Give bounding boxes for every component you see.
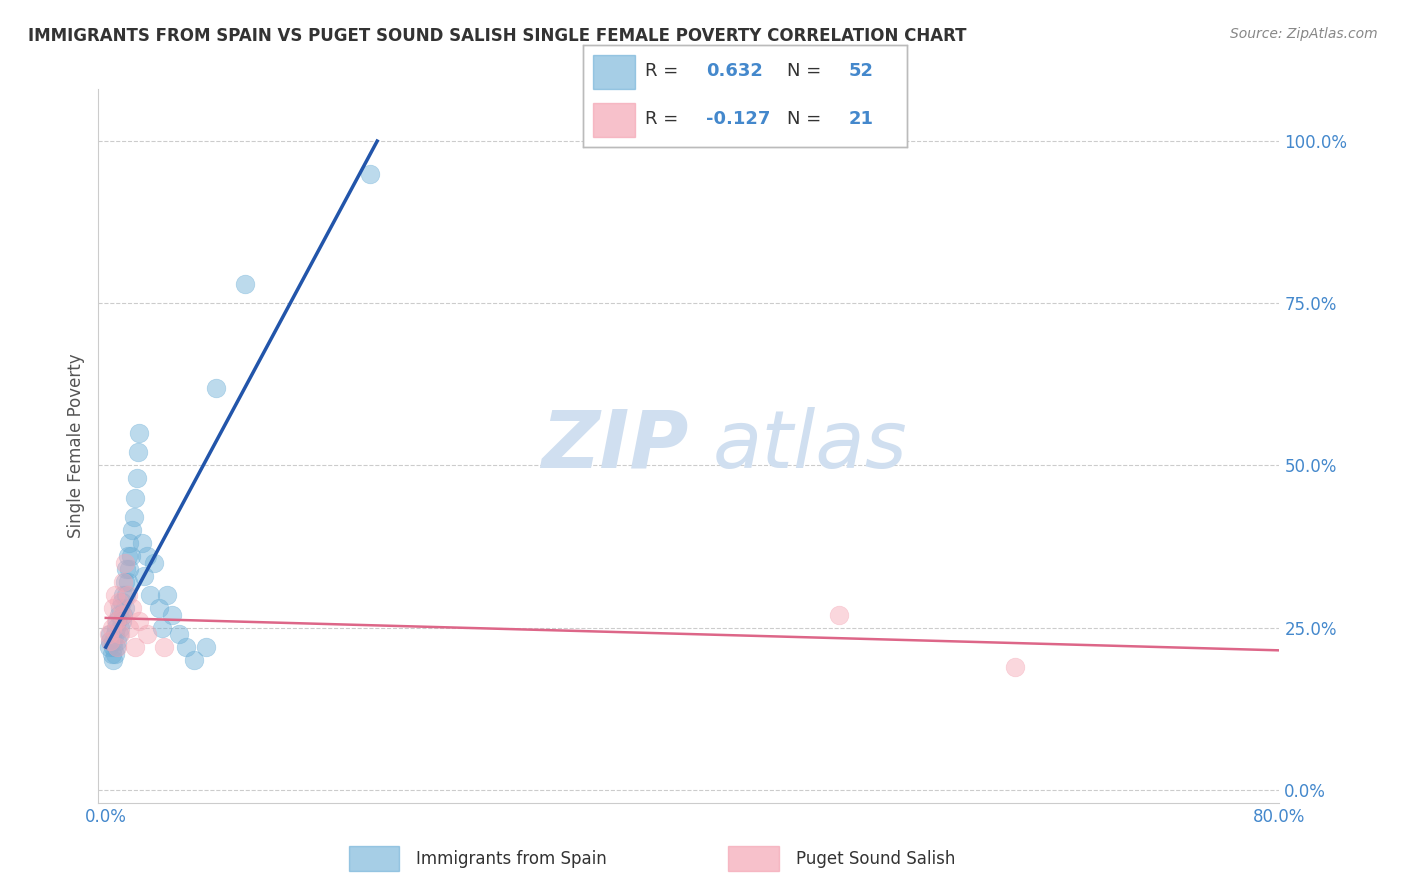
Point: [105, 614, 128, 628]
Point: [127, 445, 149, 459]
Point: [359, 167, 381, 181]
Point: [98, 633, 121, 648]
Point: [122, 510, 145, 524]
Point: [108, 607, 131, 622]
Text: Source: ZipAtlas.com: Source: ZipAtlas.com: [1230, 27, 1378, 41]
Point: [167, 627, 190, 641]
Point: [131, 536, 153, 550]
Point: [124, 491, 146, 505]
Point: [204, 381, 226, 395]
Text: Immigrants from Spain: Immigrants from Spain: [416, 849, 607, 868]
Point: [98, 627, 121, 641]
Point: [139, 588, 162, 602]
Point: [100, 621, 122, 635]
Point: [101, 601, 124, 615]
Point: [115, 562, 138, 576]
Point: [107, 633, 129, 648]
Text: N =: N =: [787, 62, 827, 80]
Point: [114, 575, 136, 590]
Point: [194, 640, 217, 654]
Point: [233, 277, 256, 291]
Text: R =: R =: [645, 111, 683, 128]
Text: R =: R =: [645, 62, 683, 80]
Point: [114, 556, 136, 570]
Point: [103, 647, 125, 661]
Point: [105, 621, 128, 635]
Text: 21: 21: [849, 111, 873, 128]
Point: [112, 607, 135, 622]
Point: [121, 524, 143, 538]
Point: [128, 614, 150, 628]
Point: [132, 568, 155, 582]
Point: [128, 425, 150, 440]
Point: [176, 640, 198, 654]
Point: [108, 595, 131, 609]
Text: 52: 52: [849, 62, 873, 80]
Point: [160, 607, 183, 622]
Point: [110, 601, 132, 615]
FancyBboxPatch shape: [593, 55, 636, 88]
Point: [150, 621, 173, 635]
Text: ZIP: ZIP: [541, 407, 689, 485]
Point: [105, 640, 128, 654]
Point: [135, 549, 157, 564]
Point: [100, 647, 122, 661]
Point: [111, 607, 134, 622]
Text: atlas: atlas: [713, 407, 907, 485]
Point: [148, 601, 170, 615]
Point: [183, 653, 205, 667]
FancyBboxPatch shape: [593, 103, 636, 137]
Text: IMMIGRANTS FROM SPAIN VS PUGET SOUND SALISH SINGLE FEMALE POVERTY CORRELATION CH: IMMIGRANTS FROM SPAIN VS PUGET SOUND SAL…: [28, 27, 966, 45]
Point: [97, 640, 120, 654]
Text: 0.632: 0.632: [706, 62, 763, 80]
Point: [114, 601, 136, 615]
Point: [120, 549, 142, 564]
FancyBboxPatch shape: [349, 847, 399, 871]
Point: [143, 556, 166, 570]
Point: [124, 640, 146, 654]
Point: [117, 588, 139, 602]
Point: [112, 588, 135, 602]
Point: [1004, 659, 1026, 673]
Point: [125, 471, 148, 485]
Point: [107, 640, 129, 654]
Text: Puget Sound Salish: Puget Sound Salish: [796, 849, 955, 868]
Y-axis label: Single Female Poverty: Single Female Poverty: [66, 354, 84, 538]
Point: [117, 575, 139, 590]
Point: [112, 575, 135, 590]
Point: [107, 614, 129, 628]
Point: [135, 627, 157, 641]
Point: [108, 627, 131, 641]
Text: -0.127: -0.127: [706, 111, 770, 128]
Point: [103, 627, 125, 641]
Point: [111, 595, 134, 609]
Point: [98, 633, 121, 648]
Point: [118, 621, 141, 635]
Text: N =: N =: [787, 111, 827, 128]
Point: [115, 588, 138, 602]
Point: [118, 536, 141, 550]
Point: [117, 549, 139, 564]
Point: [110, 627, 132, 641]
Point: [101, 653, 124, 667]
Point: [110, 621, 132, 635]
Point: [828, 607, 851, 622]
FancyBboxPatch shape: [728, 847, 779, 871]
Point: [121, 601, 143, 615]
Point: [153, 640, 176, 654]
Point: [101, 640, 124, 654]
Point: [118, 562, 141, 576]
Point: [111, 614, 134, 628]
Point: [103, 588, 125, 602]
Point: [156, 588, 179, 602]
Point: [101, 633, 124, 648]
Point: [97, 627, 120, 641]
